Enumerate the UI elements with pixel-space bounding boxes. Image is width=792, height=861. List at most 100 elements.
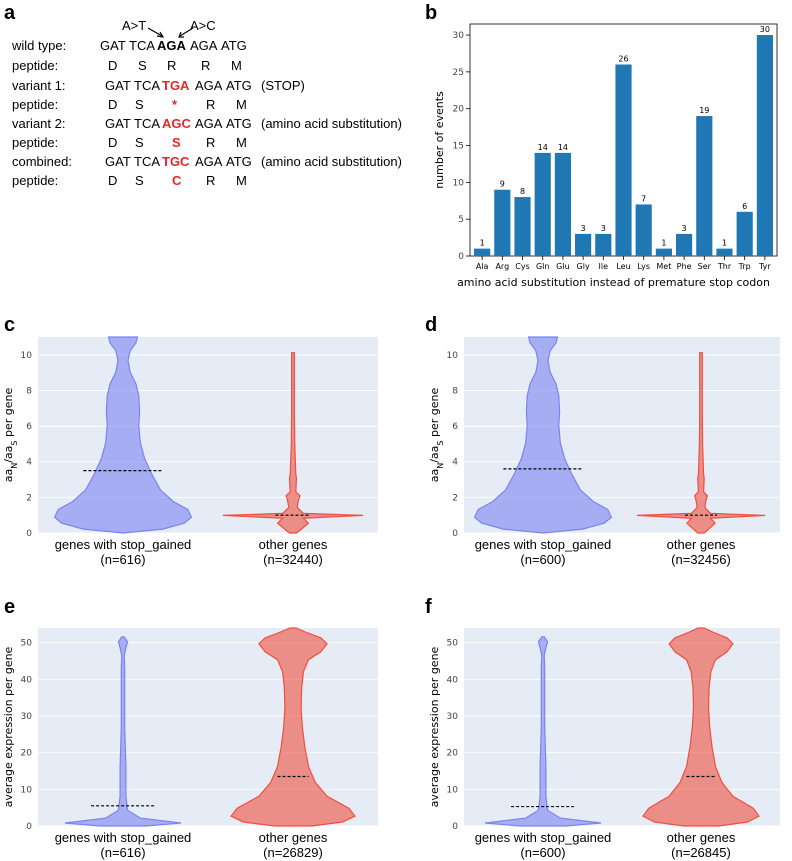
y-axis-title-part: /aa (428, 446, 441, 463)
y-axis-title: number of events (433, 91, 446, 189)
mutated-codon: AGA (157, 38, 186, 53)
bar-value-label: 7 (641, 194, 646, 203)
codon-1: GAT (105, 78, 131, 93)
aa-2: S (135, 173, 144, 188)
codon-5: ATG (226, 154, 252, 169)
aa-2: S (135, 135, 144, 150)
y-tick-label: 2 (26, 493, 32, 503)
row-note: (amino acid substitution) (261, 116, 402, 131)
y-tick-label: 10 (21, 785, 33, 795)
y-axis-title: average expression per gene (2, 646, 15, 807)
y-tick-label: 20 (447, 749, 459, 759)
violin-stop-gained (53, 336, 193, 534)
violin-stop-gained (64, 636, 182, 827)
count-label: (n=32456) (671, 552, 731, 567)
arrow-right-icon (179, 27, 194, 37)
y-axis-title: aaN/aaS per gene (428, 388, 445, 483)
y-tick-label: 0 (26, 529, 32, 539)
row-label: variant 2: (12, 116, 66, 131)
violin-stop-gained (484, 636, 602, 827)
arrow-right-head-icon (178, 31, 184, 38)
bar-ala (474, 248, 491, 256)
y-axis-title-part: /aa (2, 446, 15, 463)
codon-2: TCA (134, 116, 160, 131)
y-tick-label: 8 (452, 386, 458, 396)
bar-gly (575, 233, 592, 256)
bar-value-label: 3 (581, 224, 586, 233)
category-label: genes with stop_gained (475, 537, 612, 552)
bar-value-label: 1 (722, 239, 727, 248)
aa-4: R (201, 58, 211, 73)
x-tick-label: Lys (637, 262, 650, 271)
codon-1: GAT (105, 116, 131, 131)
y-axis-title-part: N (436, 463, 445, 469)
x-tick-label: Phe (677, 262, 692, 271)
codon-5: ATG (226, 78, 252, 93)
y-tick-label: 30 (447, 712, 459, 722)
x-tick-label: Tyr (758, 262, 771, 271)
bar-value-label: 3 (682, 224, 687, 233)
row-note: (amino acid substitution) (261, 154, 402, 169)
aa-1: D (108, 58, 118, 73)
violin-panel-f: 0 10 20 30 40 50 genes with stop_gained(n=600)… (428, 627, 780, 860)
category-label: genes with stop_gained (55, 830, 192, 845)
y-axis-title-part: N (10, 463, 19, 469)
bar-ile (595, 233, 612, 256)
violin-panel-d: 0 2 4 6 8 10 genes with stop_gained(n=600) othe… (428, 336, 780, 567)
bar-tyr (756, 35, 773, 256)
violin-other-genes (230, 627, 356, 827)
count-label: (n=26845) (671, 845, 731, 860)
category-label: other genes (667, 537, 736, 552)
y-tick-label: 10 (447, 351, 459, 361)
category-label: other genes (259, 537, 328, 552)
y-tick-label: 25 (453, 68, 464, 78)
count-label: (n=26829) (263, 845, 323, 860)
y-axis-title-part: S (436, 441, 445, 446)
panel-letter-f: f (425, 596, 432, 618)
row-note: (STOP) (261, 78, 305, 93)
bar-ser (696, 116, 713, 256)
x-tick-label: Ser (698, 262, 712, 271)
codon-2: TCA (134, 78, 160, 93)
aa-5: M (236, 97, 247, 112)
row-label: peptide: (12, 173, 59, 188)
y-tick-label: 15 (453, 142, 464, 152)
bar-cys (514, 197, 531, 256)
bar-value-label: 30 (760, 25, 770, 34)
y-tick-label: 5 (458, 215, 464, 225)
category-label: other genes (259, 830, 328, 845)
bar-value-label: 3 (601, 224, 606, 233)
x-tick-label: Ala (476, 262, 489, 271)
codon-4: AGA (195, 78, 223, 93)
bar-value-label: 26 (618, 55, 628, 64)
violin-other-genes (222, 352, 364, 534)
row-label: peptide: (12, 135, 59, 150)
codon-4: AGA (190, 38, 218, 53)
bar-value-label: 8 (520, 187, 525, 196)
aa-3: R (167, 58, 177, 73)
sequence-row: wild type: GAT TCA AGA AGA ATG (12, 38, 432, 56)
x-tick-label: Leu (616, 262, 630, 271)
panel-letter-c: c (4, 314, 16, 336)
bar-value-label: 19 (699, 106, 709, 115)
panel-letter-d: d (425, 314, 438, 336)
row-label: combined: (12, 154, 72, 169)
y-axis-title-part: per gene (428, 388, 441, 441)
codon-1: GAT (105, 154, 131, 169)
x-tick-label: Gly (577, 262, 590, 271)
y-tick-label: 40 (447, 675, 459, 685)
y-tick-label: 50 (21, 639, 33, 649)
y-tick-label: 30 (21, 712, 33, 722)
aa-3: C (172, 173, 182, 188)
violin-panel-e: 0 10 20 30 40 50 genes with stop_gained(n=616)… (2, 627, 378, 860)
y-tick-label: 50 (447, 639, 459, 649)
bar-gln (534, 152, 551, 256)
aa-1: D (108, 173, 118, 188)
y-axis-title-part: aa (428, 469, 441, 482)
sequence-row: peptide: D S S R M (12, 135, 432, 153)
sequence-row: peptide: D S R R M (12, 58, 432, 76)
bar-value-label: 14 (558, 143, 568, 152)
panel-letter-e: e (4, 596, 16, 618)
y-tick-label: 0 (458, 252, 464, 262)
